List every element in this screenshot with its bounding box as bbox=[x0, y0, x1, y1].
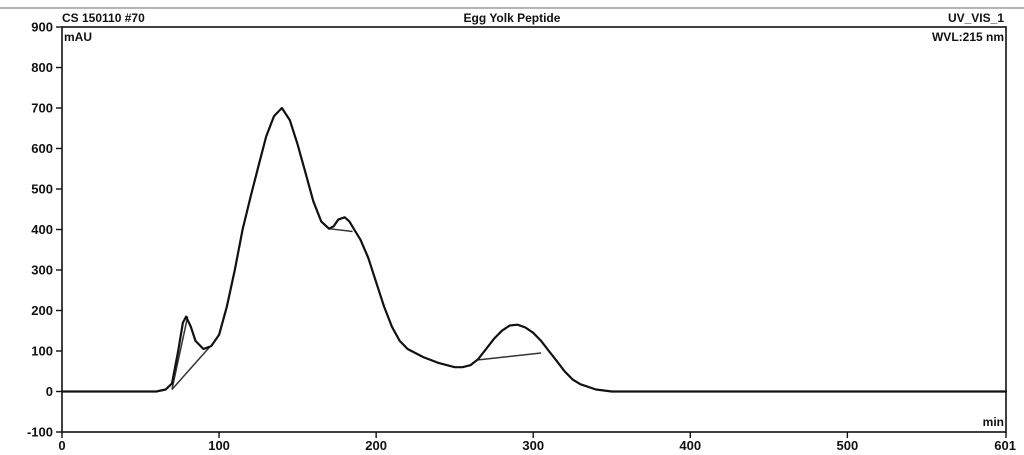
x-tick-label: 400 bbox=[679, 438, 701, 453]
y-tick-label: 100 bbox=[31, 344, 53, 359]
y-tick-label: -100 bbox=[27, 425, 53, 440]
wavelength-label: WVL:215 nm bbox=[932, 30, 1004, 44]
x-unit-label: min bbox=[983, 415, 1004, 429]
y-tick-label: 300 bbox=[31, 263, 53, 278]
x-tick-label: 601 bbox=[994, 438, 1016, 453]
y-tick-label: 200 bbox=[31, 303, 53, 318]
x-tick-label: 500 bbox=[837, 438, 859, 453]
x-tick-label: 100 bbox=[208, 438, 230, 453]
sample-label: CS 150110 #70 bbox=[62, 11, 145, 25]
x-tick-label: 0 bbox=[58, 438, 65, 453]
peak-baseline bbox=[171, 316, 189, 390]
x-tick-label: 200 bbox=[365, 438, 387, 453]
plot-frame bbox=[61, 26, 1007, 433]
y-tick-label: 700 bbox=[31, 101, 53, 116]
y-tick-label: 500 bbox=[31, 182, 53, 197]
peak-baseline bbox=[478, 352, 542, 361]
y-tick-label: 600 bbox=[31, 141, 53, 156]
peak-baseline bbox=[328, 227, 353, 233]
chromatogram-trace bbox=[60, 106, 1008, 393]
y-tick-label: 0 bbox=[46, 384, 53, 399]
chart-title: Egg Yolk Peptide bbox=[464, 11, 561, 25]
y-tick-label: 900 bbox=[31, 20, 53, 35]
y-unit-label: mAU bbox=[64, 30, 92, 44]
channel-label: UV_VIS_1 bbox=[948, 11, 1004, 25]
y-tick-label: 400 bbox=[31, 222, 53, 237]
y-tick-label: 800 bbox=[31, 60, 53, 75]
x-tick-label: 300 bbox=[522, 438, 544, 453]
peak-baseline bbox=[171, 346, 211, 390]
